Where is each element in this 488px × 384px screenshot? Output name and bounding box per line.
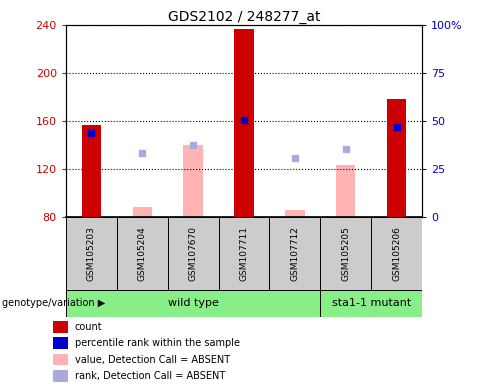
Bar [133,207,152,217]
Text: count: count [75,322,102,332]
Text: sta1-1 mutant: sta1-1 mutant [332,298,411,308]
Bar [219,217,269,290]
Text: GSM105203: GSM105203 [87,226,96,281]
Title: GDS2102 / 248277_at: GDS2102 / 248277_at [168,10,320,24]
Bar [336,166,355,217]
Bar [117,217,168,290]
Text: value, Detection Call = ABSENT: value, Detection Call = ABSENT [75,354,230,364]
Text: rank, Detection Call = ABSENT: rank, Detection Call = ABSENT [75,371,225,381]
Bar [387,99,407,217]
Text: genotype/variation ▶: genotype/variation ▶ [2,298,106,308]
Bar [285,210,305,217]
Bar [53,321,68,333]
Bar [320,290,422,317]
Text: GSM105205: GSM105205 [341,226,350,281]
Text: GSM105206: GSM105206 [392,226,401,281]
Text: GSM105204: GSM105204 [138,226,147,281]
Bar [66,290,320,317]
Bar [183,145,203,217]
Text: wild type: wild type [168,298,219,308]
Bar [53,370,68,382]
Text: GSM107670: GSM107670 [188,226,198,281]
Bar [66,217,117,290]
Bar [81,124,101,217]
Bar [53,337,68,349]
Bar [320,217,371,290]
Bar [371,217,422,290]
Text: GSM107711: GSM107711 [240,226,248,281]
Text: percentile rank within the sample: percentile rank within the sample [75,338,240,348]
Bar [168,217,219,290]
Bar [234,28,254,217]
Bar [53,354,68,366]
Bar [269,217,320,290]
Text: GSM107712: GSM107712 [290,226,300,281]
